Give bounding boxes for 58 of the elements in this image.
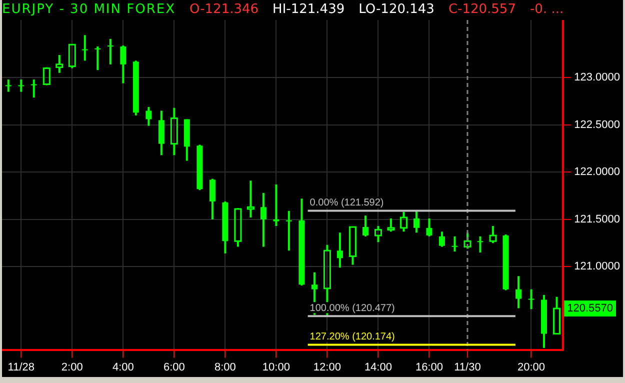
x-tick-label: 14:00 (364, 361, 392, 374)
x-tick-label: 4:00 (112, 361, 134, 374)
candlestick (158, 110, 164, 156)
candlestick (552, 296, 560, 334)
candlestick (82, 34, 88, 62)
candlestick (477, 235, 484, 254)
text: HI-121.439 (272, 2, 345, 17)
candlestick (452, 235, 458, 253)
candlestick (374, 225, 382, 244)
text: 120.5570 (567, 302, 614, 315)
candlestick (170, 106, 178, 156)
y-tick-label: 122.5000 (574, 118, 620, 131)
x-tick-label: 11/30 (454, 361, 481, 374)
candlestick (400, 210, 408, 233)
candlestick (146, 106, 152, 127)
candlestick (273, 183, 280, 228)
candlestick (528, 288, 534, 310)
candlestick (209, 178, 216, 220)
ref-line-label: 100.00% (120.477) (310, 302, 395, 314)
x-tick-label: 16:00 (415, 361, 443, 374)
candlestick (246, 180, 254, 218)
candlestick (94, 45, 101, 72)
candlestick (286, 210, 292, 252)
candlestick (362, 214, 368, 238)
candlestick (426, 217, 432, 238)
x-tick-label: 8:00 (214, 361, 236, 374)
candlestick (438, 230, 445, 248)
text: O-121.346 (190, 2, 259, 17)
candlestick (464, 232, 472, 250)
candlestick (336, 232, 343, 269)
text: -0. ... (530, 2, 564, 17)
candlestick (107, 38, 114, 66)
chart-title: EURJPY - 30 MIN FOREX (2, 2, 176, 17)
ref-line-label: 0.00% (121.592) (310, 197, 384, 208)
x-tick-label: 10:00 (262, 361, 290, 374)
y-tick-label: 121.0000 (574, 260, 620, 273)
text: LO-120.143 (358, 2, 434, 17)
candlestick (348, 226, 356, 266)
candlestick (56, 54, 64, 74)
candlestick (30, 78, 37, 98)
candlestick (260, 192, 266, 248)
x-tick-label: 11/28 (8, 361, 34, 374)
candlestick (515, 275, 522, 310)
candlestick (387, 217, 395, 233)
text: C-120.557 (448, 2, 516, 17)
y-tick-label: 122.0000 (574, 166, 620, 178)
x-tick-label: 20:00 (517, 361, 546, 374)
y-tick-label: 121.5000 (574, 213, 620, 226)
x-tick-label: 2:00 (61, 361, 83, 374)
candlestick (489, 225, 497, 244)
y-tick-label: 123.0000 (574, 72, 620, 84)
candlestick (413, 210, 420, 234)
x-tick-label: 6:00 (163, 361, 185, 374)
ref-line-label: 127.20% (120.174) (310, 331, 395, 342)
candlestick (5, 78, 12, 93)
candlestick (120, 44, 126, 84)
x-tick-label: 12:00 (313, 361, 341, 374)
candlestick (18, 78, 24, 93)
